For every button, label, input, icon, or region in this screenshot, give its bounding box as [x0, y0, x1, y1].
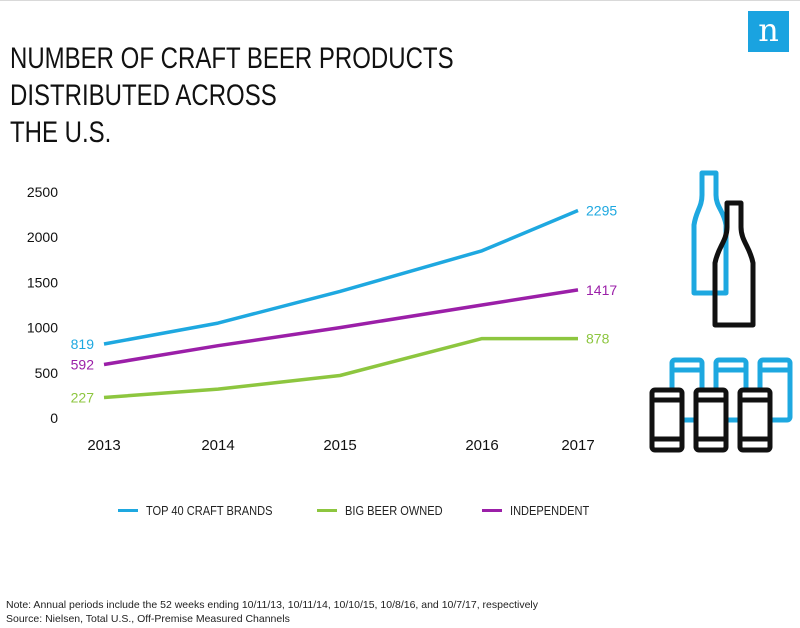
- series-start-label: 592: [71, 356, 95, 372]
- series-end-label: 878: [586, 331, 610, 347]
- y-tick-label: 500: [35, 365, 59, 381]
- series-end-label: 2295: [586, 203, 617, 219]
- y-tick-label: 1000: [27, 320, 58, 336]
- legend-item: BIG BEER OWNED: [316, 503, 460, 518]
- series-line: [103, 288, 579, 367]
- x-tick-label: 2013: [87, 437, 120, 454]
- series-line: [103, 208, 579, 346]
- y-tick-label: 0: [50, 410, 58, 426]
- legend-swatch: [316, 509, 337, 512]
- legend-label: BIG BEER OWNED: [344, 503, 443, 518]
- x-tick-label: 2016: [465, 437, 498, 454]
- legend-label: INDEPENDENT: [509, 503, 589, 518]
- series-line: [103, 336, 578, 400]
- x-tick-label: 2014: [201, 437, 234, 454]
- legend-label: TOP 40 CRAFT BRANDS: [146, 503, 273, 518]
- y-tick-label: 2000: [27, 229, 58, 245]
- legend-swatch: [118, 509, 138, 512]
- x-tick-label: 2017: [561, 437, 594, 454]
- y-tick-label: 2500: [27, 184, 58, 200]
- series-end-label: 1417: [586, 282, 617, 298]
- title-line-2: THE U.S.: [10, 116, 112, 149]
- legend-item: INDEPENDENT: [481, 503, 603, 518]
- beer-cans-black-icon: [649, 387, 773, 453]
- legend-item: TOP 40 CRAFT BRANDS: [118, 503, 295, 518]
- beer-icons: [649, 170, 793, 453]
- chart-legend: TOP 40 CRAFT BRANDS BIG BEER OWNED INDEPEN…: [118, 503, 625, 518]
- source-text: Source: Nielsen, Total U.S., Off-Premise…: [6, 613, 290, 625]
- y-tick-label: 1500: [27, 274, 58, 290]
- chart-title: NUMBER OF CRAFT BEER PRODUCTS DISTRIBUTE…: [10, 40, 570, 151]
- beer-bottle-blue-icon: [691, 170, 729, 296]
- nielsen-logo: n: [748, 11, 789, 52]
- line-chart: 0 500 1000 1500 2000 2500 2013 2014 2015 2016 2017…: [27, 184, 618, 454]
- logo-letter: n: [758, 11, 779, 49]
- top-divider: [0, 0, 800, 1]
- note-text: Note: Annual periods include the 52 week…: [6, 599, 538, 611]
- beer-bottle-black-icon: [712, 200, 756, 328]
- title-line-1: NUMBER OF CRAFT BEER PRODUCTS DISTRIBUTE…: [10, 42, 454, 112]
- chart-notes: Note: Annual periods include the 52 week…: [6, 598, 538, 626]
- x-tick-label: 2015: [323, 437, 356, 454]
- series-start-label: 819: [71, 336, 95, 352]
- legend-swatch: [481, 509, 502, 512]
- series-start-label: 227: [71, 389, 95, 405]
